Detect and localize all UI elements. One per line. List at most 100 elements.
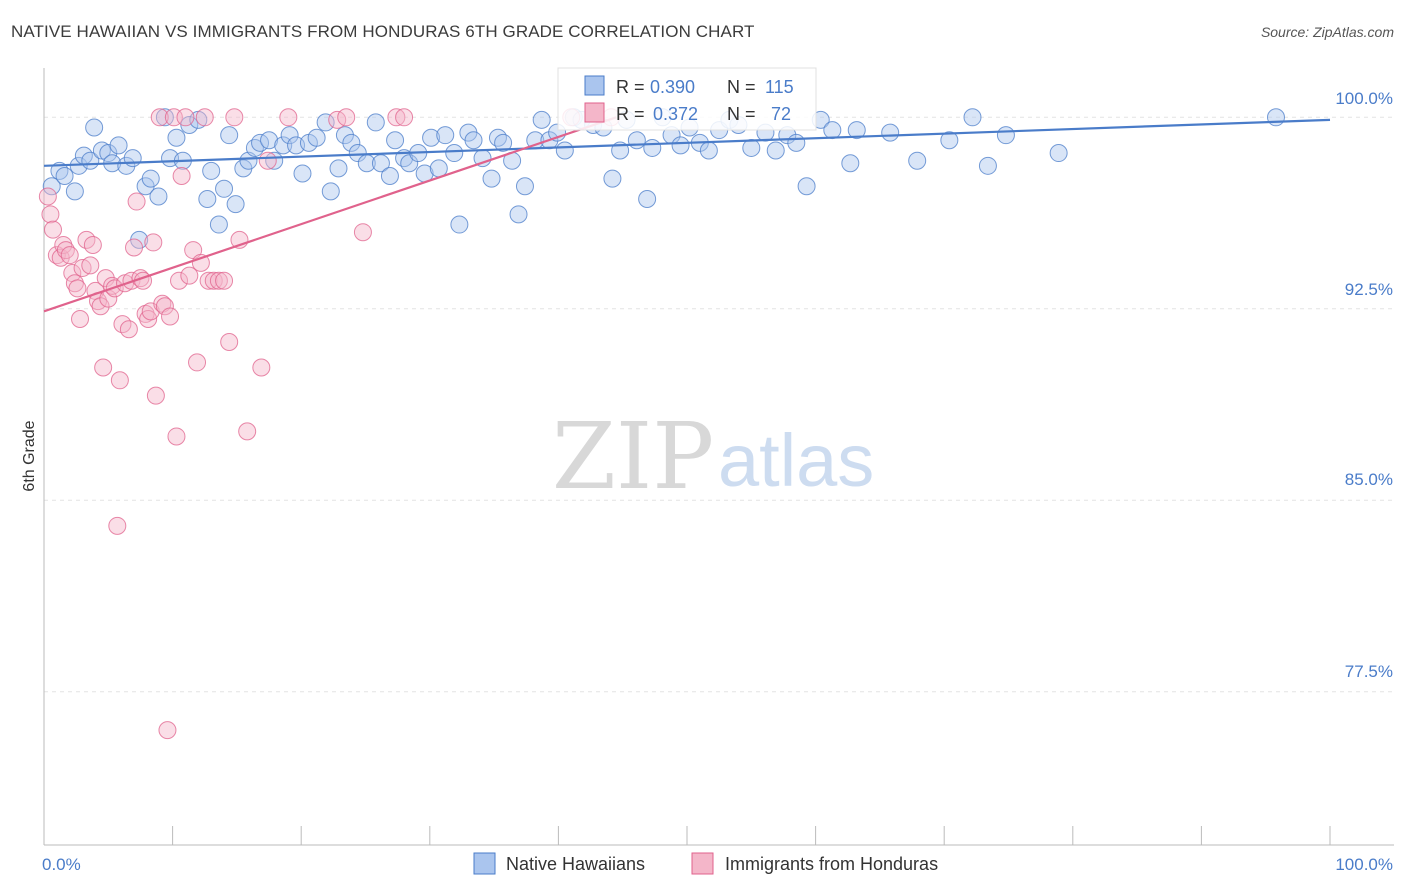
data-point [199, 271, 218, 290]
data-point [225, 108, 244, 127]
data-point [68, 279, 87, 298]
data-point [353, 223, 372, 242]
data-point [395, 108, 414, 127]
data-point [42, 177, 61, 196]
data-point [400, 154, 419, 173]
data-point [117, 156, 136, 175]
x-tick-label-min: 0.0% [42, 855, 81, 874]
data-point [823, 121, 842, 140]
data-point [167, 427, 186, 446]
data-point [699, 141, 718, 160]
data-point [515, 177, 534, 196]
data-point [172, 167, 191, 186]
stats-swatch-blue [584, 75, 605, 96]
data-point [797, 177, 816, 196]
data-point [91, 297, 110, 316]
data-point [366, 113, 385, 132]
data-point [85, 118, 104, 137]
gridlines [44, 116, 1394, 693]
data-point [123, 149, 142, 168]
data-point [464, 131, 483, 150]
stats-swatch-pink [584, 102, 605, 123]
data-point [161, 307, 180, 326]
y-axis-label: 6th Grade [21, 420, 38, 491]
data-point [627, 131, 646, 150]
legend-label-immigrants-honduras: Immigrants from Honduras [725, 854, 938, 874]
x-tick-marks [43, 826, 1331, 845]
data-point [127, 192, 146, 211]
data-point [125, 238, 144, 257]
data-point [96, 269, 115, 288]
data-point [252, 358, 271, 377]
data-point [180, 266, 199, 285]
data-point [141, 169, 160, 188]
data-point [532, 110, 551, 129]
data-point [110, 371, 129, 390]
data-point [260, 131, 279, 150]
data-point [60, 246, 79, 265]
data-point [787, 133, 806, 152]
watermark-atlas: atlas [718, 419, 874, 502]
data-point [329, 159, 348, 178]
legend-swatch-immigrants-honduras [691, 852, 714, 875]
data-point [342, 133, 361, 152]
trend-line-native-hawaiians [43, 118, 1331, 167]
data-point [509, 205, 528, 224]
data-point [55, 167, 74, 186]
data-point [445, 144, 464, 163]
data-point [638, 190, 657, 209]
data-point [65, 182, 84, 201]
data-point [146, 386, 165, 405]
data-point [643, 138, 662, 157]
data-point [99, 144, 118, 163]
y-tick-label: 100.0% [1335, 89, 1393, 108]
data-point [450, 215, 469, 234]
legend-swatch-native-hawaiians [473, 852, 496, 875]
data-point [71, 310, 90, 329]
data-point [65, 274, 84, 293]
stat-n-label: N = [727, 77, 756, 97]
data-point [158, 721, 177, 740]
data-point [293, 164, 312, 183]
data-point [44, 220, 63, 239]
data-point [555, 141, 574, 160]
data-point [337, 108, 356, 127]
data-point [881, 123, 900, 142]
data-point [167, 128, 186, 147]
data-point [136, 304, 155, 323]
data-point [274, 136, 293, 155]
data-point [220, 332, 239, 351]
data-point [603, 169, 622, 188]
data-point [109, 136, 128, 155]
data-point [81, 256, 100, 275]
data-point [279, 108, 298, 127]
trend-line-immigrants-honduras [43, 116, 617, 313]
data-point [50, 161, 69, 180]
y-tick-label: 85.0% [1345, 470, 1393, 489]
stat-n-label: N = [727, 104, 756, 124]
data-point [488, 128, 507, 147]
data-point [387, 108, 406, 127]
data-point [226, 195, 245, 214]
data-point [195, 108, 214, 127]
data-point [220, 126, 239, 145]
data-point [996, 126, 1015, 145]
source-label: Source: ZipAtlas.com [1260, 24, 1394, 40]
data-point [841, 154, 860, 173]
stat-r-value: 0.390 [650, 77, 695, 97]
data-point [215, 179, 234, 198]
data-point [94, 358, 113, 377]
data-point [170, 271, 189, 290]
stat-r-label: R = [616, 77, 645, 97]
data-point [54, 235, 73, 254]
legend: Native Hawaiians Immigrants from Hondura… [473, 852, 938, 875]
data-point [119, 320, 138, 339]
stat-n-value: 115 [765, 77, 794, 97]
data-point [245, 138, 264, 157]
data-point [108, 516, 127, 535]
data-point [155, 297, 174, 316]
series-immigrants-honduras-points [38, 108, 621, 740]
data-point [1049, 144, 1068, 163]
data-point [198, 190, 217, 209]
data-point [155, 108, 174, 127]
